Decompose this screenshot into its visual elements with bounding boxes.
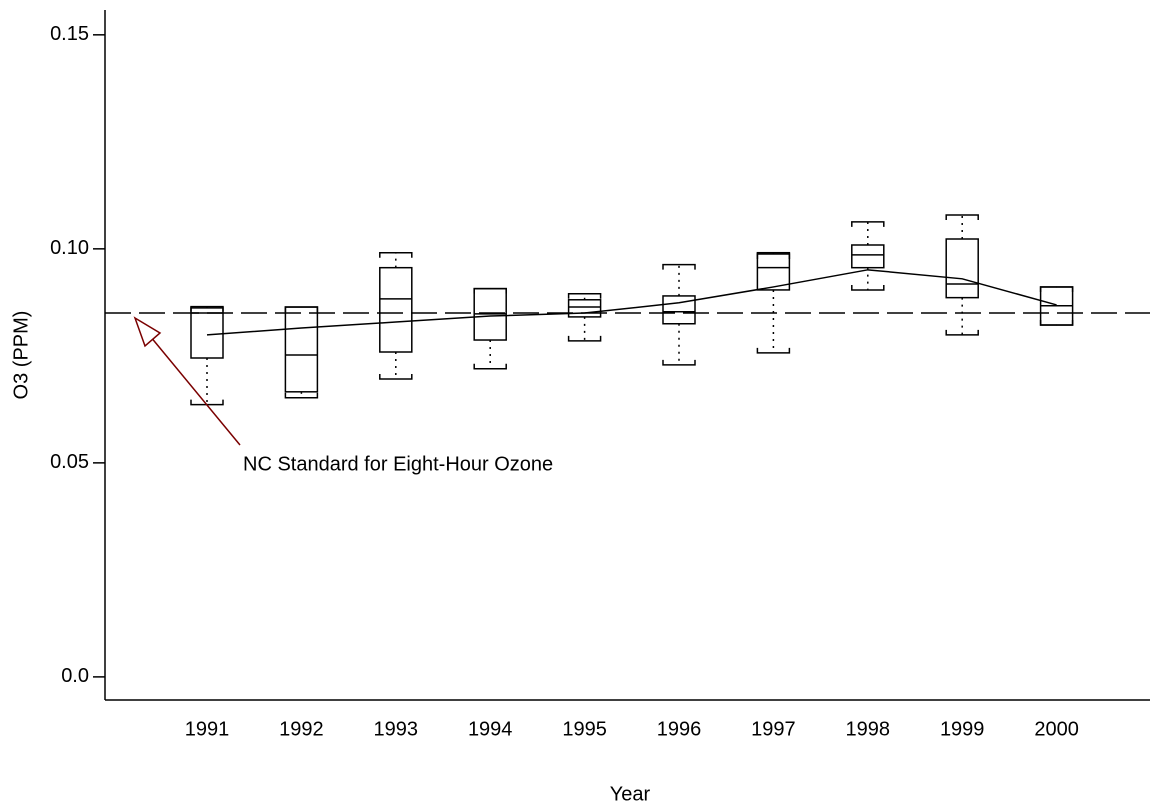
cap-min: [945, 329, 979, 336]
x-tick-label: 1999: [940, 718, 985, 740]
box: [662, 295, 696, 325]
y-tick-label: 0.10: [50, 237, 89, 259]
cap-min: [567, 335, 602, 342]
cap-max: [756, 253, 791, 259]
x-tick-label: 1993: [374, 718, 419, 740]
cap-max: [851, 221, 885, 227]
cap-min: [473, 363, 507, 370]
x-tick-label: 1995: [562, 718, 607, 740]
x-tick-label: 1998: [846, 718, 891, 740]
x-tick-label: 1991: [185, 718, 230, 740]
box: [379, 266, 413, 353]
cap-min: [851, 284, 885, 291]
cap-min: [379, 373, 413, 380]
y-tick-label: 0.0: [61, 665, 89, 687]
box: [851, 244, 885, 269]
cap-min: [662, 359, 696, 366]
cap-max: [662, 263, 696, 270]
y-tick-label: 0.15: [50, 23, 89, 45]
cap-max: [473, 287, 507, 294]
x-tick-label: 1994: [468, 718, 513, 740]
y-axis-title: O3 (PPM): [10, 311, 32, 400]
x-tick-label: 2000: [1034, 718, 1079, 740]
box: [567, 299, 602, 318]
cap-max: [567, 293, 602, 299]
y-tick-label: 0.05: [50, 451, 89, 473]
x-tick-label: 1997: [751, 718, 796, 740]
x-tick-label: 1996: [657, 718, 702, 740]
cap-max: [1039, 286, 1074, 292]
box: [190, 307, 224, 359]
annotation-arrow: [149, 335, 241, 446]
mean-line: [206, 269, 1057, 336]
cap-min: [284, 392, 319, 399]
cap-max: [379, 251, 413, 258]
annotation: NC Standard for Eight-Hour Ozone: [243, 453, 553, 475]
annotation-arrowhead: [133, 316, 162, 348]
x-tick-label: 1992: [279, 718, 324, 740]
x-axis-title: Year: [610, 783, 651, 805]
cap-min: [756, 347, 791, 354]
cap-max: [945, 214, 979, 221]
box: [756, 251, 791, 291]
box: [945, 238, 979, 299]
box: [284, 306, 319, 393]
